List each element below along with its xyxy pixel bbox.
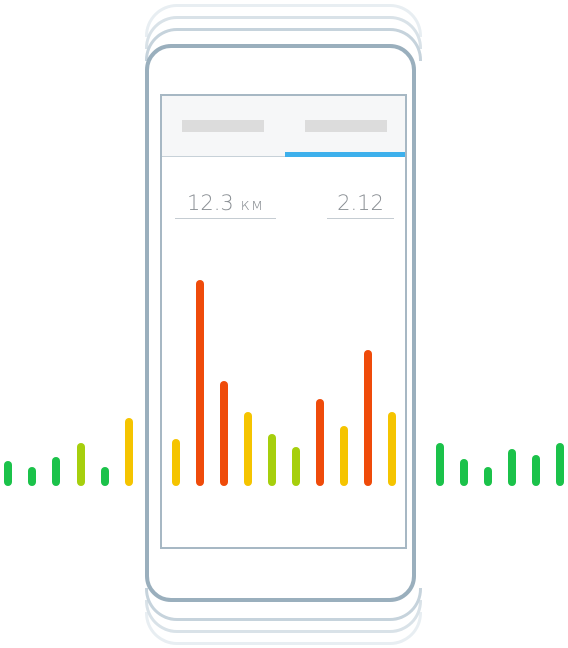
inner-bar-8 [340, 426, 348, 486]
right-bar-3 [484, 467, 492, 486]
tab-first[interactable] [162, 96, 285, 156]
left-bar-4 [76, 443, 85, 486]
tab-first-label-placeholder [182, 120, 264, 132]
left-bar-2 [28, 467, 37, 486]
right-bar-2 [460, 459, 468, 486]
inner-bar-1 [172, 439, 180, 486]
right-bar-6 [556, 443, 564, 486]
left-bar-6 [125, 418, 133, 486]
second-value: 2.12 [337, 191, 384, 215]
inner-bar-6 [292, 447, 300, 486]
distance-field[interactable]: 12.3 км [175, 192, 276, 219]
left-bar-5 [100, 467, 109, 486]
left-bar-3 [52, 457, 61, 486]
tab-bar [162, 96, 405, 157]
inner-bar-3 [220, 381, 228, 486]
right-bar-1 [436, 443, 444, 486]
right-bar-5 [532, 455, 540, 486]
inner-bar-2 [196, 280, 204, 486]
tab-second[interactable] [285, 96, 405, 157]
inner-bar-10 [388, 412, 396, 486]
inner-bar-4 [244, 412, 252, 486]
tab-second-label-placeholder [305, 120, 387, 132]
inner-bar-5 [268, 434, 276, 486]
distance-value: 12.3 [186, 191, 234, 215]
left-bar-1 [4, 461, 12, 486]
second-field[interactable]: 2.12 [327, 192, 394, 219]
active-tab-indicator [285, 152, 405, 157]
distance-unit: км [240, 195, 265, 214]
inner-bar-9 [364, 350, 372, 486]
right-bar-4 [508, 449, 516, 486]
inner-bar-7 [316, 399, 324, 486]
